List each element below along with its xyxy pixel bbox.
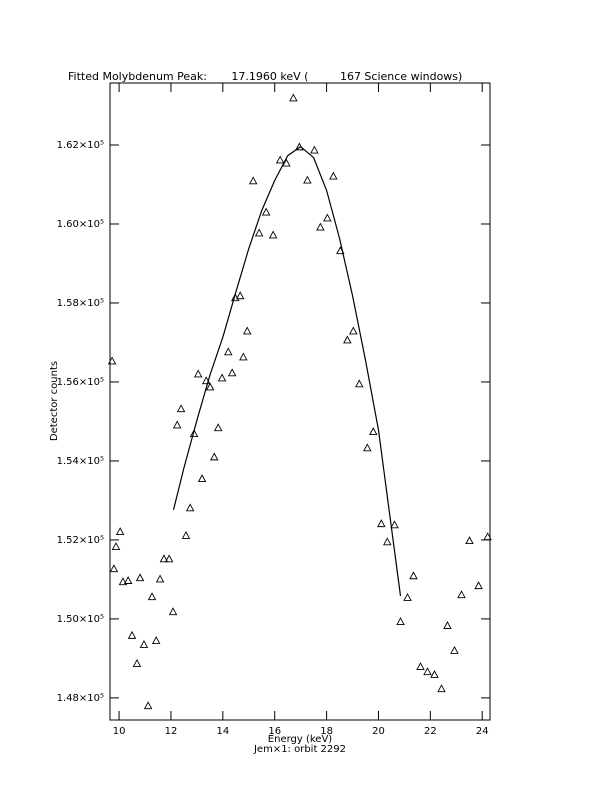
data-point <box>316 222 325 231</box>
x-tick-label: 18 <box>320 726 333 737</box>
data-point <box>443 621 452 629</box>
y-tick-label: 1.50×10⁵ <box>57 614 104 625</box>
data-point <box>205 382 215 391</box>
data-point <box>143 701 153 710</box>
data-point <box>151 636 161 644</box>
data-point <box>109 564 119 573</box>
data-point <box>118 577 128 586</box>
y-tick-label: 1.58×10⁵ <box>57 298 104 309</box>
data-point <box>275 155 285 164</box>
x-tick-label: 10 <box>113 726 126 737</box>
data-point <box>107 356 117 365</box>
x-tick-label: 14 <box>216 726 229 737</box>
x-axis-label: Energy (keV) <box>268 734 333 745</box>
data-point <box>450 645 459 654</box>
data-point <box>213 423 223 432</box>
y-tick-label: 1.52×10⁵ <box>57 535 104 546</box>
data-point <box>369 427 378 436</box>
data-point <box>189 429 199 438</box>
data-point <box>377 519 386 528</box>
data-point <box>197 474 207 483</box>
data-point <box>185 503 195 512</box>
chart-title: Fitted Molybdenum Peak: 17.1960 keV ( 16… <box>68 70 462 83</box>
data-point <box>155 574 165 583</box>
data-point <box>172 420 182 429</box>
data-point <box>403 593 412 601</box>
data-point <box>396 617 405 626</box>
data-point <box>409 571 418 580</box>
fit-line <box>172 145 402 597</box>
y-axis-label: Detector counts <box>49 361 60 441</box>
data-point <box>239 352 248 361</box>
data-point <box>289 93 298 102</box>
data-point <box>127 630 137 639</box>
data-point <box>483 532 492 541</box>
data-point <box>132 658 142 667</box>
y-tick-label: 1.62×10⁵ <box>57 140 104 151</box>
data-point <box>430 670 439 678</box>
data-point <box>227 368 237 377</box>
data-point <box>268 230 278 239</box>
subtitle: Jem×1: orbit 2292 <box>253 744 346 755</box>
data-point <box>176 404 186 413</box>
data-point <box>303 175 312 184</box>
x-tick-label: 20 <box>372 726 385 737</box>
data-point <box>164 554 174 563</box>
y-tick-label: 1.48×10⁵ <box>57 693 104 704</box>
data-point <box>254 228 264 237</box>
y-tick-label: 1.56×10⁵ <box>57 377 104 388</box>
data-point <box>235 291 245 300</box>
data-point <box>474 581 483 590</box>
data-point <box>323 213 332 222</box>
data-point <box>423 667 432 676</box>
x-tick-label: 12 <box>165 726 178 737</box>
data-point <box>416 662 425 671</box>
y-tick-label: 1.54×10⁵ <box>57 456 104 467</box>
data-point <box>242 326 252 335</box>
data-point <box>210 452 219 461</box>
data-point <box>355 379 364 388</box>
x-tick-label: 24 <box>476 726 489 737</box>
data-point <box>139 640 149 648</box>
data-point <box>193 369 203 378</box>
data-point <box>310 145 319 154</box>
data-point <box>159 554 169 563</box>
data-point <box>465 536 474 545</box>
data-point <box>224 347 233 356</box>
y-tick-label: 1.60×10⁵ <box>57 219 104 230</box>
data-point <box>383 537 392 546</box>
data-point <box>115 527 125 535</box>
data-point <box>248 176 258 185</box>
plot-frame <box>109 82 491 721</box>
data-point <box>181 531 191 539</box>
x-tick-label: 22 <box>424 726 437 737</box>
data-point <box>147 592 157 601</box>
data-point <box>457 590 466 599</box>
data-point <box>437 684 446 693</box>
data-point <box>390 520 399 529</box>
data-point <box>123 576 133 584</box>
data-point <box>111 542 121 550</box>
data-point <box>261 207 271 216</box>
x-tick-label: 16 <box>268 726 281 737</box>
data-point <box>363 443 372 452</box>
data-point <box>217 373 227 382</box>
data-point <box>329 171 338 180</box>
data-point <box>343 335 352 344</box>
data-point <box>168 607 178 616</box>
data-point <box>135 573 145 582</box>
data-point <box>349 326 358 335</box>
